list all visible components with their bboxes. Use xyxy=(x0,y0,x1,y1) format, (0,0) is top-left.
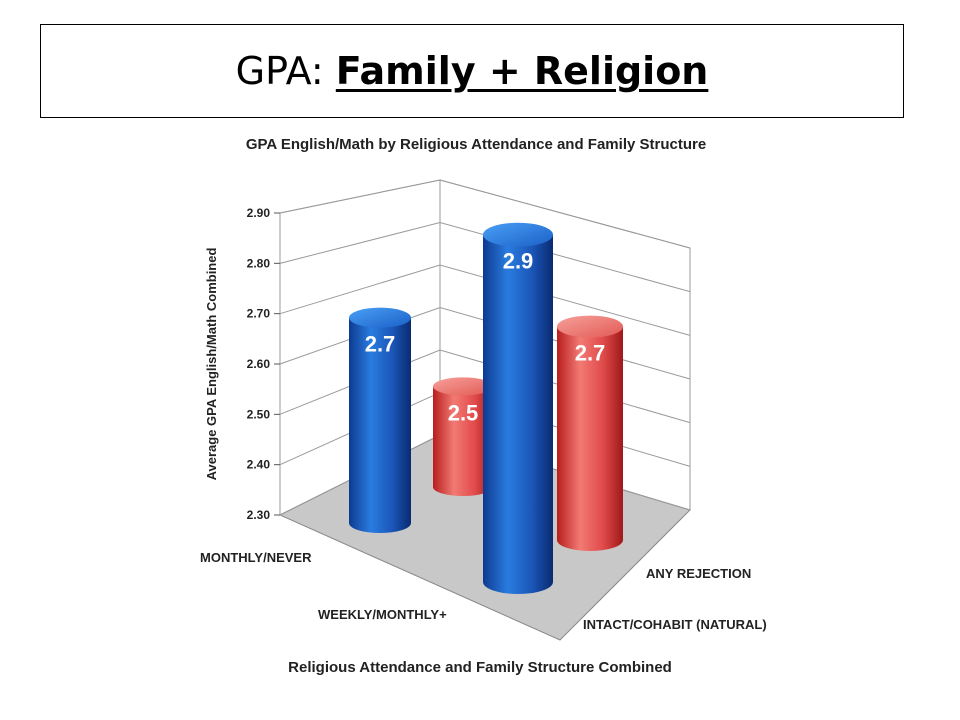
category-label-monthly-never: MONTHLY/NEVER xyxy=(200,550,312,565)
chart-title: GPA English/Math by Religious Attendance… xyxy=(246,136,706,153)
y-tick-label: 2.90 xyxy=(247,206,271,220)
category-label-weekly-monthly: WEEKLY/MONTHLY+ xyxy=(318,607,447,622)
bar-intact-monthly-never: 2.7 xyxy=(349,307,411,533)
bar-body xyxy=(433,386,493,496)
bar-rejection-monthly-never: 2.5 xyxy=(433,377,493,496)
y-tick-label: 2.70 xyxy=(247,307,271,321)
bar-body xyxy=(557,326,623,551)
slide-title-emphasis: Family + Religion xyxy=(335,49,709,93)
bar-intact-weekly-monthly: 2.9 xyxy=(483,222,553,594)
bar-value-label: 2.7 xyxy=(365,332,396,357)
bar-body xyxy=(483,234,553,594)
gridline xyxy=(279,179,691,249)
series-label-any-rejection: ANY REJECTION xyxy=(646,566,751,581)
y-tick-label: 2.40 xyxy=(247,458,271,472)
y-axis-label: Average GPA English/Math Combined xyxy=(204,248,219,481)
bar-top xyxy=(349,307,411,328)
bar-rejection-weekly-monthly: 2.7 xyxy=(557,315,623,551)
bar-body xyxy=(349,317,411,533)
bar-value-label: 2.7 xyxy=(575,341,606,366)
y-tick-label: 2.60 xyxy=(247,357,271,371)
bar-value-label: 2.9 xyxy=(503,249,534,274)
bar-value-label: 2.5 xyxy=(448,400,479,425)
bar-top xyxy=(557,315,623,338)
x-axis-label: Religious Attendance and Family Structur… xyxy=(288,659,672,676)
gridline xyxy=(279,221,691,293)
slide-title-prefix: GPA: xyxy=(235,49,324,93)
bars: 2.5 2.7 2.7 2.9 xyxy=(349,222,623,594)
y-tick-label: 2.30 xyxy=(247,508,271,522)
y-tick-label: 2.50 xyxy=(247,407,271,421)
y-axis-ticks: 2.90 2.80 2.70 2.60 2.50 2.40 2.30 xyxy=(247,206,280,522)
bar-top xyxy=(483,222,553,247)
gridline xyxy=(279,264,691,336)
slide-title: GPA: Family + Religion xyxy=(40,24,904,118)
series-label-intact-cohabit: INTACT/COHABIT (NATURAL) xyxy=(583,617,767,632)
y-tick-label: 2.80 xyxy=(247,256,271,270)
bar-top xyxy=(433,377,493,396)
